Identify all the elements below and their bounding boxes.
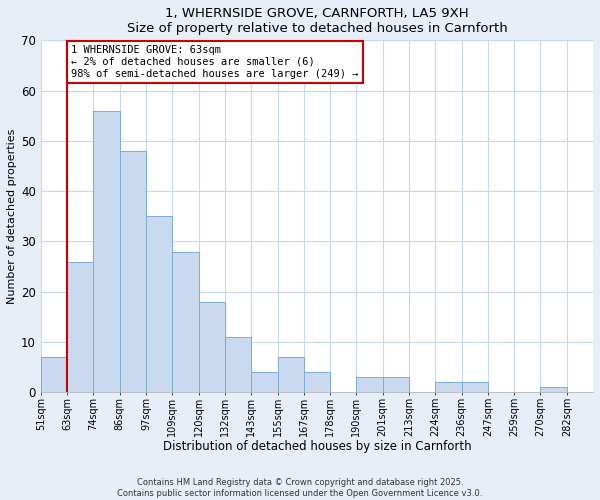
Bar xyxy=(461,382,488,392)
Bar xyxy=(172,252,199,392)
Bar xyxy=(67,262,94,392)
Bar xyxy=(146,216,172,392)
Bar xyxy=(383,378,409,392)
X-axis label: Distribution of detached houses by size in Carnforth: Distribution of detached houses by size … xyxy=(163,440,471,453)
Bar xyxy=(120,151,146,392)
Bar xyxy=(278,357,304,392)
Bar xyxy=(356,378,383,392)
Bar xyxy=(94,110,120,392)
Bar xyxy=(435,382,461,392)
Bar xyxy=(199,302,225,392)
Text: Contains HM Land Registry data © Crown copyright and database right 2025.
Contai: Contains HM Land Registry data © Crown c… xyxy=(118,478,482,498)
Title: 1, WHERNSIDE GROVE, CARNFORTH, LA5 9XH
Size of property relative to detached hou: 1, WHERNSIDE GROVE, CARNFORTH, LA5 9XH S… xyxy=(127,7,508,35)
Text: 1 WHERNSIDE GROVE: 63sqm
← 2% of detached houses are smaller (6)
98% of semi-det: 1 WHERNSIDE GROVE: 63sqm ← 2% of detache… xyxy=(71,46,359,78)
Bar xyxy=(541,388,567,392)
Bar xyxy=(251,372,278,392)
Bar xyxy=(304,372,330,392)
Y-axis label: Number of detached properties: Number of detached properties xyxy=(7,128,17,304)
Bar xyxy=(41,357,67,392)
Bar xyxy=(225,337,251,392)
